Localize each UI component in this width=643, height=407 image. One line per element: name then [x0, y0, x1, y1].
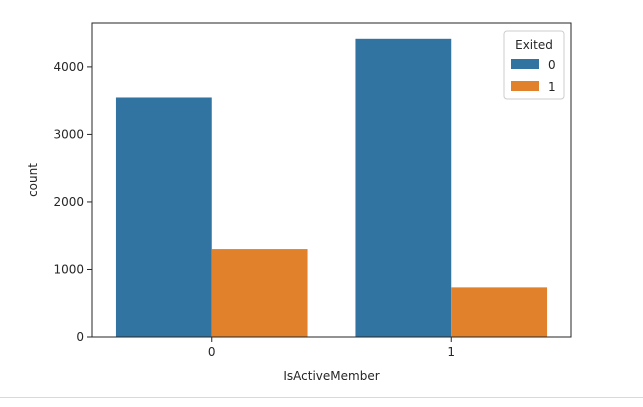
legend-label-0: 0	[548, 58, 556, 72]
bar-exited-0-active-0	[115, 97, 212, 337]
bar-exited-1-active-0	[211, 249, 308, 337]
legend-label-1: 1	[548, 80, 556, 94]
legend: Exited 01	[503, 30, 565, 100]
y-tick-label: 3000	[53, 127, 84, 141]
x-tick-label: 0	[208, 345, 216, 359]
bar-exited-1-active-1	[451, 287, 548, 337]
legend-entries: 01	[511, 58, 556, 94]
legend-swatch-0	[511, 59, 539, 69]
bars-layer	[115, 38, 548, 337]
x-tick-label: 1	[447, 345, 455, 359]
bottom-divider	[0, 397, 643, 398]
bar-exited-0-active-1	[355, 38, 452, 337]
legend-title: Exited	[515, 38, 553, 52]
y-tick-label: 4000	[53, 60, 84, 74]
y-axis-label: count	[26, 163, 40, 197]
axes-frame	[91, 22, 572, 338]
x-axis-label: IsActiveMember	[283, 369, 379, 383]
y-tick-label: 1000	[53, 262, 84, 276]
legend-swatch-1	[511, 81, 539, 91]
y-tick-label: 0	[76, 330, 84, 344]
y-axis: 0 1000 2000 3000 4000	[53, 60, 92, 344]
y-tick-label: 2000	[53, 195, 84, 209]
